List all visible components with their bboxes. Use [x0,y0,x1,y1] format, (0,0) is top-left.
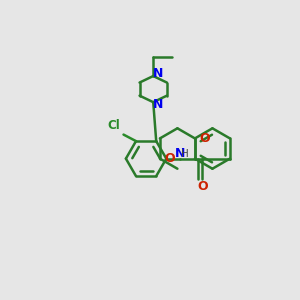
Text: O: O [197,180,208,193]
Text: O: O [199,132,210,145]
Text: N: N [152,98,163,111]
Text: N: N [175,147,185,160]
Text: Cl: Cl [107,118,120,132]
Text: O: O [164,152,175,165]
Text: H: H [182,148,189,159]
Text: N: N [152,67,163,80]
